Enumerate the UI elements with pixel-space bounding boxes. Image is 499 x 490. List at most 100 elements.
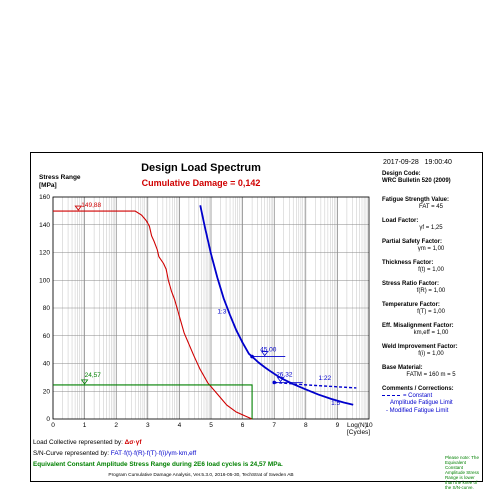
annotation-label: 1:22 (318, 375, 331, 382)
sn-curve-label: S/N-Curve represented by: (33, 450, 110, 457)
load-collective-line: Load Collective represented by: Δσ·γf (33, 439, 141, 446)
knee-point-26 (272, 380, 276, 385)
base-material-label: Base Material: (382, 365, 423, 371)
annotation-label: 45,00 (260, 347, 277, 354)
x-tick-label: 7 (272, 422, 276, 429)
series-line-s-n-curve (199, 205, 354, 406)
parameters-panel: Design Code: WRC Bulletin 520 (2009) Fat… (376, 153, 484, 483)
fatigue-strength-value: FAT = 45 (419, 204, 443, 211)
legend-constant-row: = Constant (382, 393, 480, 400)
x-tick-label: 1 (83, 422, 87, 429)
triangle-marker-blue-45 (260, 351, 269, 357)
design-code-label: Design Code: (382, 171, 421, 177)
temperature-label: Temperature Factor: (382, 302, 440, 308)
temperature-value: f(T) = 1,00 (417, 309, 445, 316)
report-datetime: 2017-09-28 19:00:40 (383, 159, 452, 166)
annotation-label: 149,88 (81, 202, 101, 209)
base-material-block: Base Material: FATM = 160 m = 5 (382, 365, 480, 379)
y-tick-label: 80 (43, 305, 51, 312)
annotation-layer: 149,88 45,00 26,32 24,57 1:3 1:22 1:5 (81, 202, 340, 407)
chart-svg: 0 1 2 3 4 5 6 7 8 9 10020406080100120140160Stress … (39, 174, 373, 436)
sn-curve-formula: FAT·f(t)·f(R)·f(T)·f(i)/γm·km,eff (110, 450, 197, 457)
fatigue-strength-label: Fatigue Strength Value: (382, 197, 450, 203)
misalignment-value: km,eff = 1,00 (413, 330, 449, 337)
y-tick-label: 40 (43, 361, 51, 368)
design-code-block: Design Code: WRC Bulletin 520 (2009) (382, 171, 480, 185)
load-collective-label: Load Collective represented by: (33, 439, 123, 446)
x-axis-label: [Cycles] (347, 429, 370, 436)
annotation-label: 1:3 (217, 309, 226, 316)
series-line-load-collective (53, 210, 253, 420)
weld-improvement-label: Weld Improvement Factor: (382, 344, 458, 350)
x-tick-label: 2 (114, 422, 118, 429)
legend-constant: = Constant (403, 393, 433, 400)
y-axis-label: Stress Range (39, 174, 81, 181)
report-panel: Design Load Spectrum Cumulative Damage =… (30, 152, 484, 490)
load-factor-block: Load Factor: γf = 1,25 (382, 218, 480, 232)
series-line-equivalent-constant-amplitude-stress-range (53, 384, 253, 419)
legend-modified: - Modified Fatigue Limit (386, 407, 449, 414)
load-factor-value: γf = 1,25 (419, 225, 443, 232)
y-tick-label: 120 (39, 250, 50, 257)
partial-safety-value: γm = 1,00 (417, 246, 445, 253)
x-tick-label: 9 (336, 422, 340, 429)
fatigue-strength-block: Fatigue Strength Value: FAT = 45 (382, 197, 480, 211)
x-tick-label: 6 (241, 422, 245, 429)
y-tick-label: 160 (39, 194, 50, 201)
partial-safety-label: Partial Safety Factor: (382, 239, 443, 245)
base-material-value: FATM = 160 m = 5 (406, 372, 456, 379)
x-tick-label: 4 (178, 422, 182, 429)
misalignment-block: Eff. Misalignment Factor: km,eff = 1,00 (382, 323, 480, 337)
cumulative-damage-subtitle: Cumulative Damage = 0,142 (141, 178, 261, 188)
thickness-block: Thickness Factor: f(t) = 1,00 (382, 260, 480, 274)
triangle-marker-red (74, 205, 83, 211)
design-code-value: WRC Bulletin 520 (2009) (382, 178, 451, 185)
stress-ratio-value: f(R) = 1,00 (416, 288, 446, 295)
footer-text: Program Cumulative Damage Analysis, Ver.… (108, 473, 294, 478)
annotation-label: 24,57 (85, 372, 102, 379)
series-layer (53, 205, 357, 420)
x-tick-label: 8 (304, 422, 308, 429)
y-tick-label: 100 (39, 277, 50, 284)
triangle-marker-green (80, 379, 89, 385)
misalignment-label: Eff. Misalignment Factor: (382, 323, 454, 329)
y-tick-label: 0 (46, 416, 50, 423)
x-tick-label: 0 (51, 422, 55, 429)
load-collective-symbol: Δσ·γf (124, 439, 142, 446)
x-tick-label: 5 (209, 422, 213, 429)
y-tick-label: 60 (43, 333, 51, 340)
x-tick-label: 3 (146, 422, 150, 429)
comments-label: Comments / Corrections: (382, 386, 454, 392)
note-text: Please note: The Equivalent Constant Amp… (445, 455, 480, 490)
thickness-value: f(t) = 1,00 (418, 267, 444, 274)
y-tick-label: 20 (43, 388, 51, 395)
equivalent-stress-text: Equivalent Constant Amplitude Stress Ran… (33, 461, 283, 468)
axes-layer: 0 1 2 3 4 5 6 7 8 9 10020406080100120140160Stress … (39, 174, 373, 436)
weld-improvement-value: f(i) = 1,00 (418, 351, 444, 358)
stress-ratio-label: Stress Ratio Factor: (382, 281, 440, 287)
annotation-label: 1:5 (331, 400, 340, 407)
temperature-block: Temperature Factor: f(T) = 1,00 (382, 302, 480, 316)
knee-point-45 (250, 354, 254, 359)
triangle-marker-blue-26 (276, 377, 285, 383)
comments-block: Comments / Corrections: = Constant Ampli… (382, 386, 480, 415)
grid-layer (52, 196, 369, 420)
report-time: 19:00:40 (424, 159, 452, 166)
chart-title: Design Load Spectrum (141, 162, 261, 174)
y-axis-label: [MPa] (39, 182, 57, 189)
series-line-constant-amplitude-fatigue-limit (274, 381, 357, 389)
sn-curve-line: S/N-Curve represented by: FAT·f(t)·f(R)·… (33, 450, 196, 457)
weld-improvement-block: Weld Improvement Factor: f(i) = 1,00 (382, 344, 480, 358)
partial-safety-block: Partial Safety Factor: γm = 1,00 (382, 239, 480, 253)
dashed-line-icon (382, 395, 400, 397)
stress-ratio-block: Stress Ratio Factor: f(R) = 1,00 (382, 281, 480, 295)
legend-constant-row-2: Amplitude Fatigue Limit (390, 400, 453, 407)
x-tick-label: 10 (365, 422, 373, 429)
load-factor-label: Load Factor: (382, 218, 419, 224)
plot-frame (52, 196, 370, 420)
x-axis-label: Log(N) (347, 422, 367, 429)
thickness-label: Thickness Factor: (382, 260, 434, 266)
annotation-label: 26,32 (276, 371, 293, 378)
report-date: 2017-09-28 (383, 159, 419, 166)
y-tick-label: 140 (39, 222, 50, 229)
